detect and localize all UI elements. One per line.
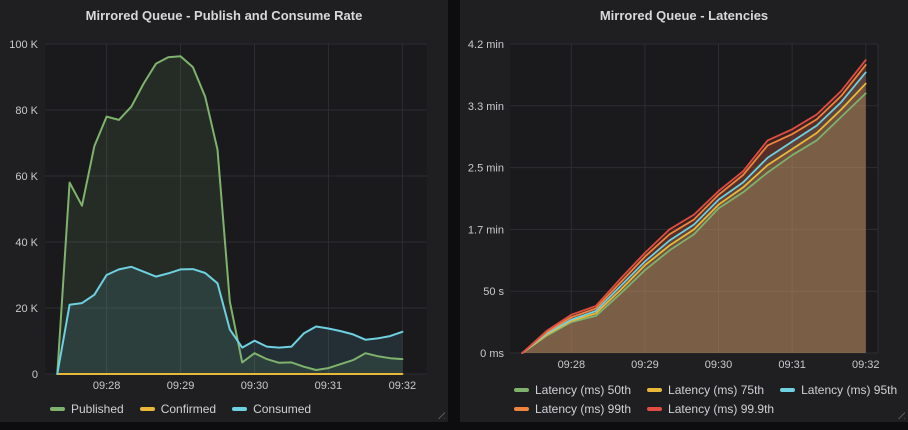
legend-row: Latency (ms) 50th Latency (ms) 75th Latenc… — [514, 380, 908, 399]
series-color-icon — [780, 387, 796, 392]
x-axis-tick-label: 09:32 — [852, 359, 880, 371]
y-axis-tick-label: 0 — [32, 369, 38, 381]
legend: Latency (ms) 50th Latency (ms) 75th Latenc… — [514, 380, 908, 418]
series-color-icon — [647, 406, 663, 411]
x-axis-tick-label: 09:30 — [705, 359, 733, 371]
y-axis-tick-label: 80 K — [15, 105, 38, 117]
legend-label: Confirmed — [160, 401, 217, 416]
x-axis-tick-label: 09:29 — [167, 380, 195, 392]
legend: Published Confirmed Consumed — [50, 399, 327, 418]
grid — [510, 43, 879, 354]
legend-label: Latency (ms) 99.9th — [668, 401, 775, 416]
series-line-latency-ms-50th — [521, 92, 867, 354]
series-line-consumed — [56, 265, 404, 375]
series-fill-published — [57, 56, 403, 374]
x-axis-tick-label: 09:28 — [93, 380, 121, 392]
series-fill-latency-ms-50th — [522, 93, 866, 354]
series-color-icon — [647, 387, 663, 392]
legend-label: Published — [71, 401, 124, 416]
series-fill-latency-ms-99-9th — [522, 60, 866, 353]
x-axis-tick-label: 09:32 — [389, 380, 417, 392]
legend-item-confirmed[interactable]: Confirmed — [139, 401, 217, 416]
panel-title[interactable]: Mirrored Queue - Latencies — [599, 8, 769, 23]
x-axis-tick-label: 09:29 — [631, 359, 659, 371]
y-axis-tick-label: 4.2 min — [468, 39, 504, 51]
series-color-icon — [514, 406, 529, 411]
y-axis-tick-label: 2.5 min — [468, 163, 504, 175]
latency-chart[interactable]: 0 ms 50 s 1.7 min 2.5 min 3.3 min 4.2 min 09:2… — [460, 0, 908, 422]
panel-title[interactable]: Mirrored Queue - Publish and Consume Rat… — [85, 8, 363, 23]
y-axis-tick-label: 60 K — [15, 171, 38, 183]
series-fill-latency-ms-95th — [522, 72, 866, 354]
series-line-latency-ms-99-9th — [521, 59, 867, 354]
legend-item-consumed[interactable]: Consumed — [232, 402, 311, 416]
legend-label: Latency (ms) 95th — [801, 382, 898, 397]
series-line-published — [56, 55, 404, 375]
y-axis-tick-label: 3.3 min — [468, 101, 504, 113]
legend-item-latency-ms-50th[interactable]: Latency (ms) 50th — [514, 383, 631, 397]
legend-item-latency-ms-95th[interactable]: Latency (ms) 95th — [780, 383, 897, 397]
legend-item-latency-ms-75th[interactable]: Latency (ms) 75th — [647, 383, 764, 397]
series-fill-consumed — [57, 266, 403, 374]
legend-item-latency-ms-99-9th[interactable]: Latency (ms) 99.9th — [647, 402, 774, 416]
legend-label: Latency (ms) 50th — [535, 382, 632, 397]
y-axis-tick-label: 1.7 min — [468, 224, 504, 236]
series-color-icon — [232, 406, 248, 411]
legend-label: Latency (ms) 75th — [668, 382, 765, 397]
series-color-icon — [514, 387, 529, 392]
series-color-icon — [50, 406, 65, 411]
legend-item-published[interactable]: Published — [50, 402, 124, 416]
panel-latencies: Mirrored Queue - Latencies 0 ms 50 s 1.7 m… — [460, 0, 908, 422]
y-axis-tick-label: 0 ms — [480, 348, 504, 360]
panel-publish-consume-rate: Mirrored Queue - Publish and Consume Rat… — [0, 0, 448, 422]
series-fill-latency-ms-99th — [522, 65, 866, 353]
y-axis-tick-label: 40 K — [15, 237, 38, 249]
legend-item-latency-ms-99th[interactable]: Latency (ms) 99th — [514, 402, 631, 416]
series-fill-latency-ms-75th — [522, 83, 866, 353]
y-axis-tick-label: 20 K — [15, 303, 38, 315]
panel-resize-handle-icon[interactable] — [435, 409, 445, 419]
series-color-icon — [139, 406, 155, 411]
y-axis-tick-label: 50 s — [483, 286, 504, 298]
series-line-latency-ms-95th — [521, 71, 867, 354]
panel-resize-handle-icon[interactable] — [895, 409, 905, 419]
x-axis-tick-label: 09:30 — [241, 380, 269, 392]
series-line-latency-ms-99th — [521, 64, 867, 354]
y-axis-tick-label: 100 K — [9, 39, 38, 51]
series-line-latency-ms-75th — [521, 82, 867, 354]
legend-row: Latency (ms) 99th Latency (ms) 99.9th — [514, 399, 908, 418]
plot-area — [45, 44, 427, 374]
publish-consume-rate-chart[interactable]: 0 20 K 40 K 60 K 80 K 100 K 09:28 09:29 09:30 09:… — [0, 0, 448, 422]
legend-label: Latency (ms) 99th — [535, 401, 632, 416]
legend-label: Consumed — [253, 401, 312, 416]
x-axis-tick-label: 09:31 — [778, 359, 806, 371]
x-axis-tick-label: 09:28 — [558, 359, 586, 371]
legend-row: Published Confirmed Consumed — [50, 399, 327, 418]
x-axis-tick-label: 09:31 — [315, 380, 343, 392]
